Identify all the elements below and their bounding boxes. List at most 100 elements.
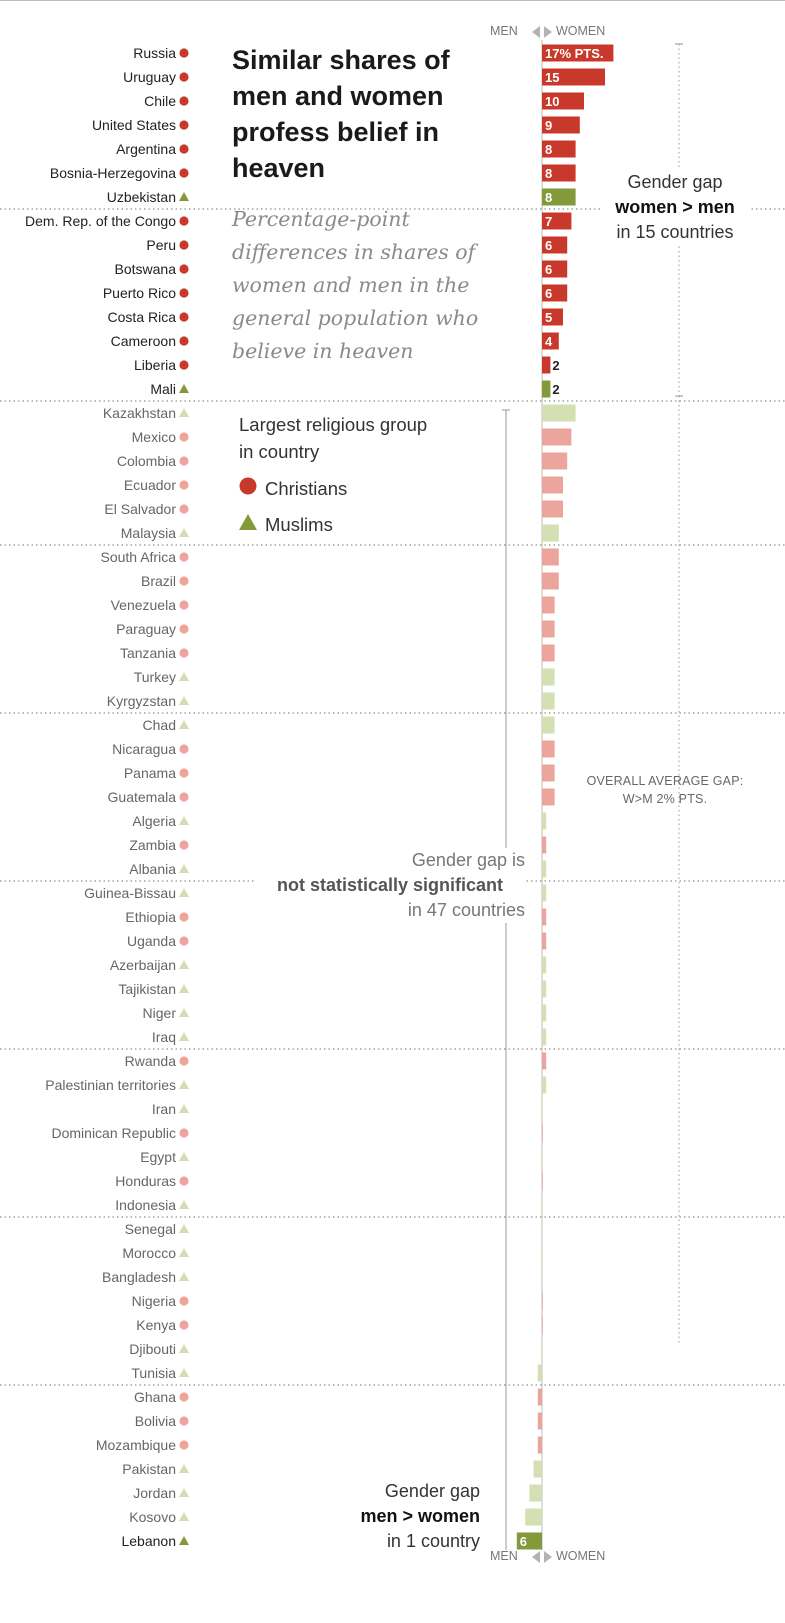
christian-marker-icon: [179, 48, 189, 58]
christian-marker-icon: [179, 72, 189, 82]
country-label-senegal: Senegal: [125, 1221, 176, 1237]
country-label-peru: Peru: [146, 237, 176, 253]
country-label-kazakhstan: Kazakhstan: [103, 405, 176, 421]
bar-south-africa: [542, 548, 559, 566]
bar-peru: [542, 236, 568, 254]
bar-costa-rica: [542, 308, 563, 326]
country-label-morocco: Morocco: [122, 1245, 176, 1261]
triangle-icon: [239, 512, 265, 537]
bar-uzbekistan: [542, 188, 576, 206]
country-label-cameroon: Cameroon: [111, 333, 176, 349]
bar-kazakhstan: [542, 404, 576, 422]
bar-morocco: [542, 1244, 543, 1262]
bar-tunisia: [537, 1364, 542, 1382]
data-label-united-states: 9: [545, 118, 552, 133]
bar-kosovo: [525, 1508, 542, 1526]
bar-algeria: [542, 812, 547, 830]
muslim-marker-icon: [179, 192, 189, 201]
christian-marker-icon: [179, 1128, 189, 1138]
country-label-paraguay: Paraguay: [116, 621, 176, 637]
axis-label-men-bottom: MEN: [490, 1549, 518, 1563]
bar-tajikistan: [542, 980, 547, 998]
country-label-djibouti: Djibouti: [129, 1341, 176, 1357]
bar-botswana: [542, 260, 568, 278]
bar-indonesia: [542, 1196, 543, 1214]
country-label-nicaragua: Nicaragua: [112, 741, 176, 757]
bar-venezuela: [542, 596, 555, 614]
bar-bolivia: [537, 1412, 542, 1430]
christian-marker-icon: [179, 240, 189, 250]
country-label-niger: Niger: [143, 1005, 177, 1021]
bar-rwanda: [542, 1052, 547, 1070]
bar-ghana: [537, 1388, 542, 1406]
circle-icon: [239, 476, 265, 501]
christian-marker-icon: [179, 1056, 189, 1066]
bar-jordan: [529, 1484, 542, 1502]
country-label-lebanon: Lebanon: [121, 1533, 176, 1549]
bar-argentina: [542, 140, 576, 158]
bar-bangladesh: [542, 1268, 543, 1286]
muslim-marker-icon: [179, 408, 189, 417]
country-label-jordan: Jordan: [133, 1485, 176, 1501]
bar-niger: [542, 1004, 547, 1022]
christian-marker-icon: [179, 1296, 189, 1306]
bar-iraq: [542, 1028, 547, 1046]
muslim-marker-icon: [179, 1104, 189, 1113]
data-label-uruguay: 15: [545, 70, 559, 85]
christian-marker-icon: [179, 1320, 189, 1330]
data-label-liberia: 2: [552, 358, 559, 373]
country-label-indonesia: Indonesia: [115, 1197, 176, 1213]
christian-marker-icon: [179, 912, 189, 922]
bar-mali: [542, 380, 551, 398]
muslim-marker-icon: [179, 1152, 189, 1161]
country-label-nigeria: Nigeria: [132, 1293, 177, 1309]
muslim-marker-icon: [179, 1032, 189, 1041]
overall-average-note: OVERALL AVERAGE GAP: W>M 2% PTS.: [555, 772, 775, 808]
country-label-guinea-bissau: Guinea-Bissau: [84, 885, 176, 901]
bar-nicaragua: [542, 740, 555, 758]
christian-marker-icon: [179, 312, 189, 322]
muslim-marker-icon: [179, 1344, 189, 1353]
country-label-azerbaijan: Azerbaijan: [110, 957, 176, 973]
arrow-right-icon-bottom: [544, 1551, 552, 1563]
average-line1: OVERALL AVERAGE GAP:: [586, 774, 744, 788]
muslim-marker-icon: [179, 720, 189, 729]
country-label-mozambique: Mozambique: [96, 1437, 176, 1453]
bar-guatemala: [542, 788, 555, 806]
country-label-mexico: Mexico: [132, 429, 177, 445]
country-label-ghana: Ghana: [134, 1389, 176, 1405]
country-label-honduras: Honduras: [115, 1173, 176, 1189]
country-label-egypt: Egypt: [140, 1149, 176, 1165]
country-label-kosovo: Kosovo: [129, 1509, 176, 1525]
bar-paraguay: [542, 620, 555, 638]
annotation-bold: men > women: [360, 1506, 480, 1526]
data-label-argentina: 8: [545, 142, 552, 157]
bar-dem-rep-of-the-congo: [542, 212, 572, 230]
data-label-chile: 10: [545, 94, 559, 109]
christian-marker-icon: [179, 648, 189, 658]
arrow-left-icon-top: [532, 26, 540, 38]
arrow-right-icon-top: [544, 26, 552, 38]
christian-marker-icon: [179, 360, 189, 370]
christian-marker-icon: [179, 1440, 189, 1450]
bar-cameroon: [542, 332, 559, 350]
muslim-marker-icon: [179, 1008, 189, 1017]
country-label-liberia: Liberia: [134, 357, 176, 373]
muslim-marker-icon: [179, 816, 189, 825]
country-label-albania: Albania: [129, 861, 176, 877]
annotation-women-greater: Gender gap women > men in 15 countries: [600, 170, 750, 245]
data-label-peru: 6: [545, 238, 552, 253]
country-label-bolivia: Bolivia: [135, 1413, 176, 1429]
arrow-left-icon-bottom: [532, 1551, 540, 1563]
bar-albania: [542, 860, 547, 878]
axis-label-women-bottom: WOMEN: [556, 1549, 606, 1563]
data-label-lebanon: 6: [520, 1534, 527, 1549]
christian-marker-icon: [179, 552, 189, 562]
country-label-pakistan: Pakistan: [122, 1461, 176, 1477]
christian-marker-icon: [179, 576, 189, 586]
muslim-marker-icon: [179, 528, 189, 537]
christian-marker-icon: [179, 216, 189, 226]
bar-bosnia-herzegovina: [542, 164, 576, 182]
annotation-line: in 47 countries: [407, 900, 525, 920]
country-label-palestinian-territories: Palestinian territories: [45, 1077, 176, 1093]
